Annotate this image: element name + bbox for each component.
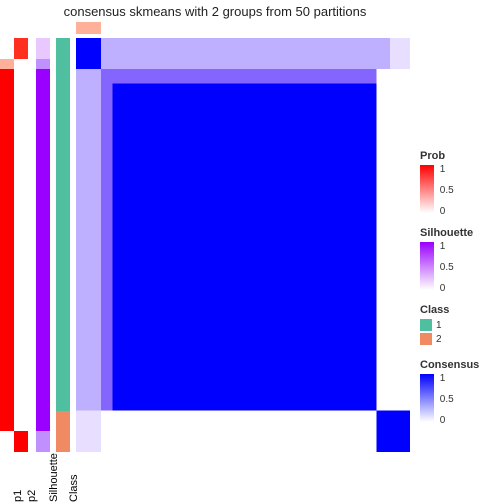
legend-silhouette-gradient	[420, 242, 434, 290]
column-label: Silhouette	[48, 453, 60, 502]
consensus-heatmap	[76, 38, 410, 452]
legend-tick: 0.5	[440, 395, 454, 405]
legend-class-item: 1	[420, 319, 500, 331]
legend-class-title: Class	[420, 304, 500, 316]
p2-column	[14, 38, 28, 452]
column-label: p1	[12, 490, 24, 502]
legend-class-label: 1	[436, 320, 442, 331]
silhouette-column	[36, 38, 50, 452]
legend-class-items: 12	[420, 319, 500, 345]
legend-tick: 1	[440, 242, 446, 252]
heatmap-canvas	[76, 38, 410, 452]
legend-tick: 0.5	[440, 186, 454, 196]
class-column	[56, 38, 70, 452]
plot-area	[0, 22, 410, 452]
legend-tick: 0	[440, 207, 446, 217]
chart-title: consensus skmeans with 2 groups from 50 …	[0, 4, 430, 19]
legend-class-item: 2	[420, 333, 500, 345]
legend-consensus: Consensus 10.50	[420, 359, 500, 422]
legend-silhouette-ticks: 10.50	[440, 242, 470, 290]
legend-class-label: 2	[436, 334, 442, 345]
legend-tick: 1	[440, 374, 446, 384]
p1-column	[0, 38, 14, 452]
legend-tick: 0	[440, 284, 446, 294]
column-label: Class	[68, 474, 80, 502]
legend-consensus-gradient	[420, 374, 434, 422]
legend-panel: Prob 10.50 Silhouette 10.50 Class 12 Con…	[420, 150, 500, 436]
legend-prob-title: Prob	[420, 150, 500, 162]
legend-consensus-ticks: 10.50	[440, 374, 470, 422]
legend-class-swatch	[420, 333, 432, 345]
legend-silhouette-title: Silhouette	[420, 227, 500, 239]
legend-class: Class 12	[420, 304, 500, 345]
legend-tick: 0.5	[440, 263, 454, 273]
annotation-rows-top	[76, 22, 410, 36]
legend-silhouette: Silhouette 10.50	[420, 227, 500, 290]
legend-prob-ticks: 10.50	[440, 165, 470, 213]
column-label: p2	[26, 490, 38, 502]
legend-tick: 0	[440, 416, 446, 426]
legend-class-swatch	[420, 319, 432, 331]
legend-prob-gradient	[420, 165, 434, 213]
top-annotation-row	[76, 22, 410, 34]
legend-consensus-title: Consensus	[420, 359, 500, 371]
legend-prob: Prob 10.50	[420, 150, 500, 213]
figure-root: consensus skmeans with 2 groups from 50 …	[0, 0, 504, 504]
legend-tick: 1	[440, 165, 446, 175]
annotation-columns	[0, 22, 76, 452]
